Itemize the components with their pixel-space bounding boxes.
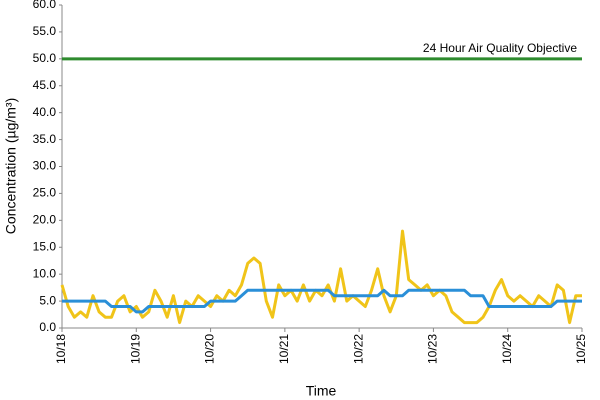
x-tick-label: 10/24 bbox=[500, 334, 514, 364]
reference-label: 24 Hour Air Quality Objective bbox=[423, 41, 577, 55]
y-tick-label: 15.0 bbox=[33, 239, 57, 253]
y-tick-label: 20.0 bbox=[33, 213, 57, 227]
y-tick-label: 45.0 bbox=[33, 78, 57, 92]
y-tick-label: 0.0 bbox=[39, 320, 56, 334]
y-tick-label: 25.0 bbox=[33, 186, 57, 200]
y-tick-label: 35.0 bbox=[33, 132, 57, 146]
series-line bbox=[60, 229, 582, 325]
y-tick-label: 40.0 bbox=[33, 105, 57, 119]
x-tick-label: 10/18 bbox=[54, 334, 68, 364]
series-line bbox=[62, 288, 582, 314]
y-tick-label: 55.0 bbox=[33, 24, 57, 38]
y-tick-label: 10.0 bbox=[33, 266, 57, 280]
y-tick-label: 50.0 bbox=[33, 51, 57, 65]
y-axis-title: Concentration (µg/m³) bbox=[3, 98, 19, 234]
x-axis-title: Time bbox=[306, 383, 337, 399]
x-tick-label: 10/25 bbox=[574, 334, 588, 364]
y-tick-label: 30.0 bbox=[33, 159, 57, 173]
x-tick-label: 10/19 bbox=[128, 334, 142, 364]
x-tick-label: 10/23 bbox=[426, 334, 440, 364]
x-tick-label: 10/20 bbox=[203, 334, 217, 364]
x-tick-label: 10/22 bbox=[351, 334, 365, 364]
x-tick-label: 10/21 bbox=[277, 334, 291, 364]
y-tick-label: 60.0 bbox=[33, 0, 57, 11]
y-tick-label: 5.0 bbox=[39, 293, 56, 307]
